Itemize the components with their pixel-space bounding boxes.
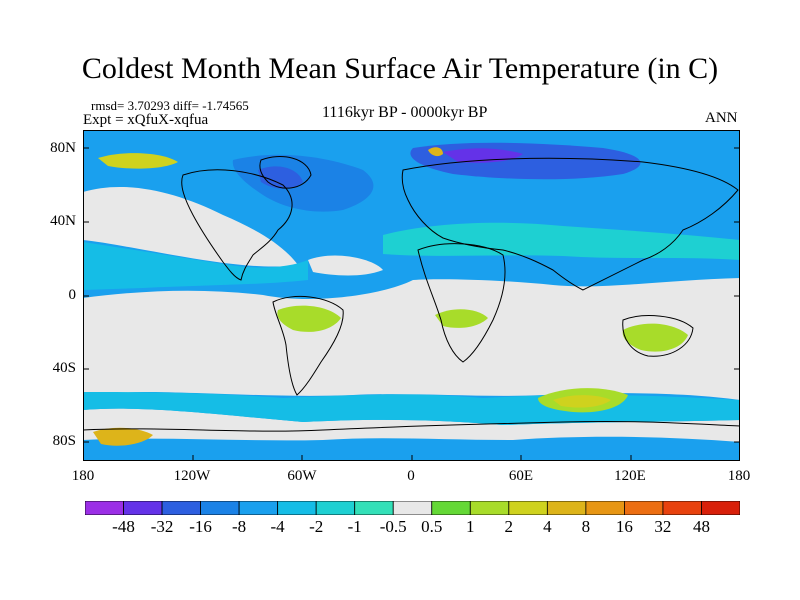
coast-eurasia (401, 157, 739, 291)
lon-label-180-east: 180 (727, 468, 751, 484)
shaded-field (83, 130, 740, 461)
lon-label-180-west: 180 (71, 468, 95, 484)
colorbar-box (315, 501, 356, 515)
lat-label-80n: 80N (50, 140, 76, 156)
colorbar-label: 1 (466, 517, 475, 536)
lat-label-0: 0 (68, 287, 77, 303)
lat-label-40s: 40S (52, 360, 76, 376)
warm-south-america (277, 305, 341, 332)
colorbar-label: 32 (654, 517, 672, 536)
warm-north-pacific-patch (98, 153, 178, 169)
lon-label-120w: 120W (173, 468, 211, 484)
lat-label-80s: 80S (52, 433, 76, 449)
colorbar-box (123, 501, 163, 515)
colorbar-label: 16 (615, 517, 633, 536)
colorbar-box (624, 501, 664, 515)
colorbar-box (200, 501, 240, 515)
lon-label-60e: 60E (508, 468, 534, 484)
colorbar-label: -16 (189, 517, 212, 536)
colorbar-box (85, 501, 124, 515)
colorbar-box (662, 501, 702, 515)
temperature-anomaly-map (83, 130, 740, 461)
neutral-southern-ocean-patches (83, 408, 740, 442)
colorbar-label: 48 (693, 517, 710, 536)
colorbar-box (508, 501, 548, 515)
colorbar-label: 4 (543, 517, 552, 536)
coastlines (83, 156, 740, 432)
coast-africa (417, 243, 506, 363)
coast-australia (622, 315, 694, 357)
coast-south-america (272, 296, 344, 396)
map-title: Coldest Month Mean Surface Air Temperatu… (81, 52, 719, 85)
colorbar-label: -48 (112, 517, 135, 536)
lat-label-40n: 40N (50, 213, 76, 229)
coast-north-america (181, 169, 293, 281)
cool-belt-north (83, 242, 308, 290)
experiment-label: Expt = xQfuX-xqfua (83, 112, 209, 128)
lon-label-120e: 120E (614, 468, 646, 484)
warm-africa (435, 309, 488, 328)
warm-australia (622, 323, 688, 352)
colorbar-label: 0.5 (421, 517, 443, 536)
colorbar-box (701, 501, 740, 515)
colorbar-label: -1 (347, 517, 362, 536)
neutral-subtropical-pacific (83, 186, 298, 267)
colorbar-label: 8 (581, 517, 591, 536)
colorbar-label: -0.5 (379, 517, 407, 536)
warmer-southern-ocean-core (553, 395, 611, 408)
colorbar (85, 501, 740, 515)
lon-label-0: 0 (407, 468, 415, 484)
colorbar-box (546, 501, 587, 515)
warm-arctic-spot (428, 147, 443, 157)
colorbar-label: -4 (270, 517, 285, 536)
colorbar-box (277, 501, 317, 515)
coast-antarctica (83, 420, 740, 432)
colorbar-box (392, 501, 433, 515)
lon-label-60w: 60W (287, 468, 317, 484)
colorbar-box (469, 501, 510, 515)
axis-ticks (83, 147, 740, 461)
period-label: 1116kyr BP - 0000kyr BP (322, 104, 488, 121)
season-label: ANN (705, 110, 738, 126)
neutral-tropical-band (83, 278, 740, 400)
colorbar-box (238, 501, 279, 515)
warm-ross-sea (93, 427, 153, 446)
colorbar-label: -2 (309, 517, 324, 536)
coast-greenland (259, 156, 312, 189)
colorbar-box (161, 501, 201, 515)
teal-band-eurasia (383, 222, 740, 260)
neutral-atlantic-patch (308, 255, 383, 276)
colorbar-box (354, 501, 394, 515)
rmsd-diff-stats: rmsd= 3.70293 diff= -1.74565 (91, 98, 249, 113)
colorbar-box (585, 501, 625, 515)
colorbar-label: 2 (504, 517, 514, 536)
colorbar-box (431, 501, 471, 515)
colorbar-label: -8 (232, 517, 247, 536)
colorbar-label: -32 (150, 517, 174, 536)
